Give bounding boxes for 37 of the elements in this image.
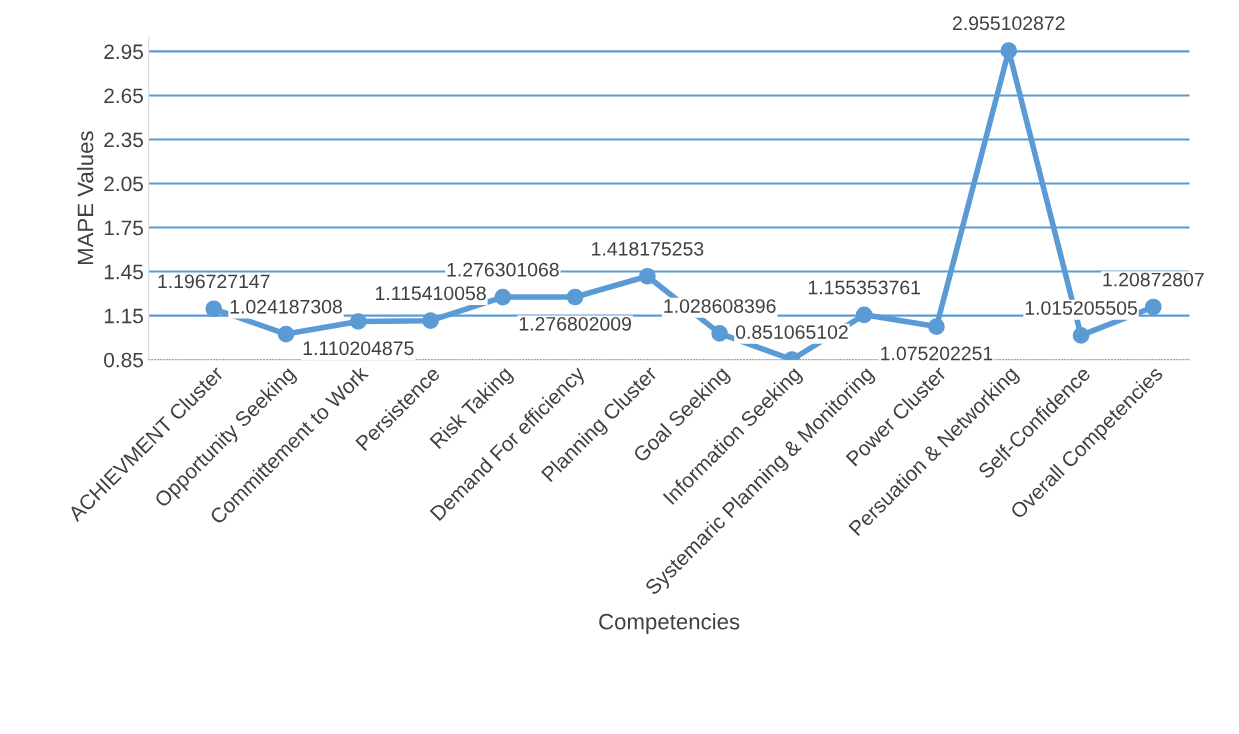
point (711, 325, 728, 342)
point (928, 318, 945, 335)
point (277, 325, 295, 343)
y-tick-label: 2.35 (104, 132, 143, 148)
y-tick-label: 1.45 (104, 264, 143, 280)
y-tick-label: 1.75 (104, 220, 143, 236)
data-label: 0.851065102 (735, 325, 848, 339)
point (349, 313, 367, 330)
data-label: 1.028608396 (664, 299, 776, 313)
point (1000, 42, 1018, 59)
point (1144, 298, 1162, 316)
point (1072, 327, 1090, 344)
point (422, 312, 439, 330)
data-label: 1.196727147 (158, 274, 270, 289)
data-label: 1.110204875 (303, 341, 414, 356)
y-tick-label: 0.85 (104, 352, 143, 368)
data-label: 1.276802009 (519, 316, 631, 331)
data-label: 1.015205505 (1025, 301, 1137, 315)
data-label: 1.024187308 (230, 299, 342, 314)
y-tick-label: 2.05 (104, 176, 143, 192)
data-label: 1.115410058 (375, 286, 486, 301)
point (494, 288, 512, 306)
data-label: 1.075202251 (881, 346, 993, 361)
data-label: 1.418175253 (592, 241, 704, 256)
point (855, 306, 873, 324)
y-tick-label: 2.65 (104, 88, 143, 104)
data-label: 1.155353761 (808, 280, 921, 295)
data-label: 1.276301068 (447, 262, 559, 277)
point (566, 288, 584, 306)
data-label: 2.955102872 (952, 16, 1065, 31)
data-label: 1.20872807 (1103, 272, 1204, 287)
point (639, 267, 656, 285)
x-axis-title: Competencies (599, 613, 740, 634)
y-tick-label: 2.95 (104, 44, 143, 60)
y-axis-title: MAPE Values (77, 131, 94, 265)
y-tick-label: 1.15 (104, 308, 143, 324)
point (205, 300, 223, 318)
